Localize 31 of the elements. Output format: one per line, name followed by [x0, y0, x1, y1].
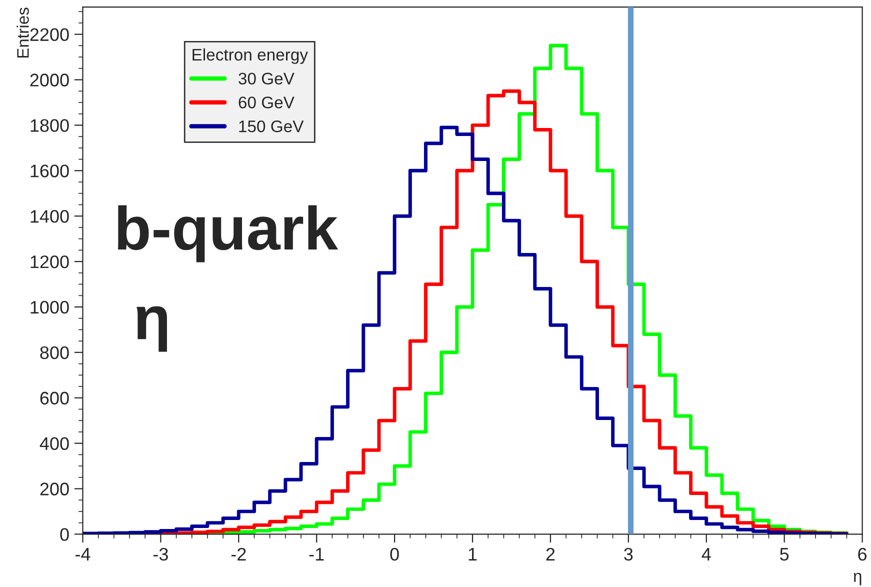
x-tick-label: 2	[546, 548, 555, 560]
y-tick-label: 1800	[30, 119, 69, 132]
legend-label: 150 GeV	[239, 120, 304, 132]
legend-label: 30 GeV	[238, 72, 294, 85]
y-tick-label: 1200	[30, 255, 69, 268]
x-tick-label: -2	[231, 548, 246, 560]
x-tick-label: -3	[153, 548, 168, 561]
legend-label: 60 GeV	[238, 96, 294, 108]
y-tick-label: 600	[40, 392, 69, 405]
x-tick-label: 0	[390, 548, 399, 561]
annotation: b-quark	[118, 205, 338, 262]
x-axis-title: η	[854, 572, 862, 586]
y-tick-label: 200	[40, 482, 69, 496]
y-tick-label: 2000	[30, 74, 69, 86]
x-tick-label: -1	[309, 548, 324, 560]
annotation: η	[136, 306, 167, 352]
y-tick-label: 1600	[30, 164, 69, 178]
y-tick-label: 800	[40, 346, 69, 360]
y-tick-label: 0	[60, 528, 69, 541]
y-tick-label: 1400	[30, 210, 69, 223]
y-tick-label: 1000	[30, 300, 69, 314]
y-axis-title: Entries	[16, 8, 29, 58]
x-tick-label: 3	[624, 548, 633, 561]
legend-title: Electron energy	[192, 48, 308, 64]
x-tick-label: 4	[702, 548, 711, 560]
x-tick-label: 6	[858, 548, 867, 561]
y-tick-label: 2200	[30, 28, 69, 42]
x-tick-label: 5	[780, 548, 789, 561]
x-tick-label: 1	[468, 548, 477, 560]
y-tick-label: 400	[40, 437, 69, 450]
x-tick-label: -4	[76, 548, 90, 560]
